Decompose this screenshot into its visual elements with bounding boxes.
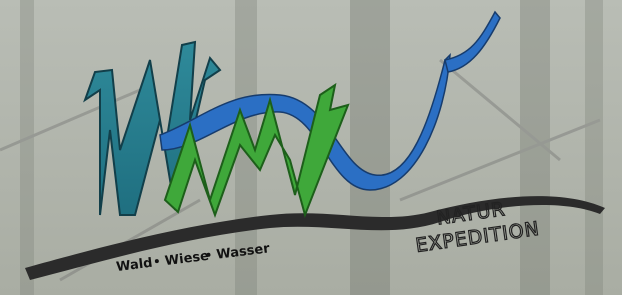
- page: {"logo": {"tagline": ["Wald", "Wiese", "…: [0, 0, 622, 295]
- logo-scene: Wald Wiese Wasser NATUR EXPEDITION: [0, 0, 622, 295]
